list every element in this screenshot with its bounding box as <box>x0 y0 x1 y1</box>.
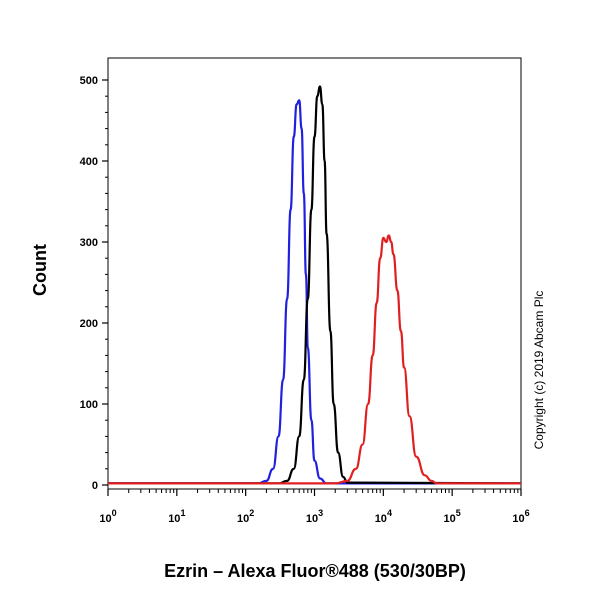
y-tick-label-1: 100 <box>80 399 98 411</box>
y-axis-title: Count <box>30 244 50 296</box>
x-tick-exponent-0: 0 <box>112 508 117 518</box>
x-tick-label-4: 104 <box>375 508 392 525</box>
x-tick-exponent-1: 1 <box>180 508 185 518</box>
x-tick-exponent-6: 6 <box>525 508 530 518</box>
series-line-1 <box>108 85 522 485</box>
y-axis: 0 100 200 300 400 500 <box>80 75 108 492</box>
x-tick-exponent-2: 2 <box>249 508 254 518</box>
x-tick-label-2: 102 <box>237 508 254 525</box>
y-tick-label-0: 0 <box>92 480 98 492</box>
x-tick-label-1: 101 <box>168 508 185 525</box>
x-tick-label-0: 100 <box>99 508 116 525</box>
x-tick-exponent-3: 3 <box>318 508 323 518</box>
y-tick-label-5: 500 <box>80 75 98 87</box>
plot-frame <box>107 57 522 490</box>
y-tick-label-2: 200 <box>80 318 98 330</box>
series-line-2 <box>108 234 521 485</box>
x-tick-label-6: 106 <box>512 508 529 525</box>
x-axis-title: Ezrin – Alexa Fluor®488 (530/30BP) <box>164 561 466 581</box>
series-line-0 <box>108 99 521 485</box>
x-tick-exponent-4: 4 <box>387 508 392 518</box>
y-tick-label-3: 300 <box>80 237 98 249</box>
plot-border <box>107 57 522 490</box>
series-layer <box>108 85 522 485</box>
x-tick-label-5: 105 <box>444 508 461 525</box>
x-axis: 100 101 102 103 104 105 106 <box>99 489 530 525</box>
y-tick-label-4: 400 <box>80 156 98 168</box>
x-tick-label-3: 103 <box>306 508 323 525</box>
copyright-annotation: Copyright (c) 2019 Abcam Plc <box>532 291 546 450</box>
x-tick-exponent-5: 5 <box>456 508 461 518</box>
